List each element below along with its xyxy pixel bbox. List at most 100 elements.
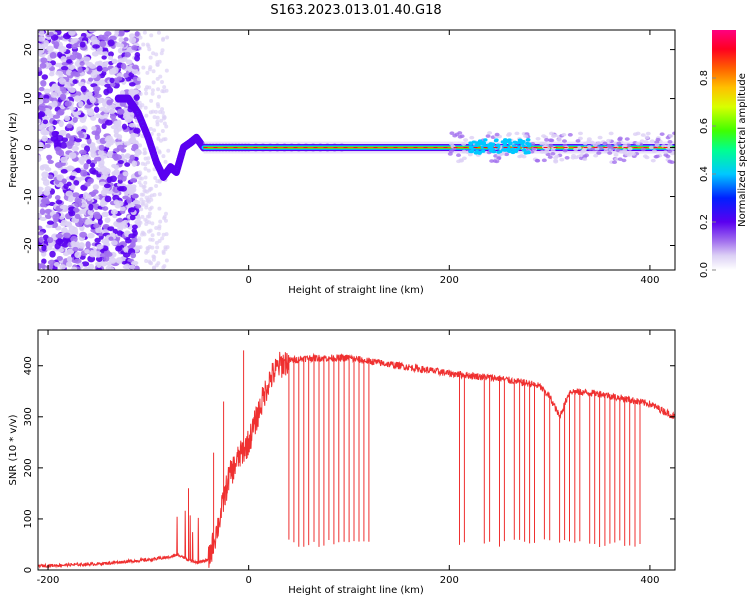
- spectrogram-noise-cell: [58, 149, 65, 157]
- spectrogram-noise-cell: [88, 30, 97, 33]
- spectrogram-noise-cell: [80, 85, 87, 93]
- spectrogram-noise-cell: [58, 86, 67, 92]
- spectrogram-smear-cell: [459, 134, 465, 138]
- spectrogram-noise-cell: [69, 54, 77, 61]
- spectrogram-smear-core: [489, 146, 495, 150]
- spectrogram-smear-cell: [559, 157, 565, 162]
- spectrogram-noise-cell: [130, 252, 137, 259]
- spectrogram-noise-cell: [65, 261, 72, 267]
- spectrogram-noise-cell: [59, 93, 67, 101]
- spectrogram-noise-cell: [46, 45, 54, 52]
- spectrogram-noise-cell: [53, 139, 59, 145]
- spectrogram-noise-cell: [139, 192, 144, 197]
- spectrogram-noise-cell: [91, 130, 99, 136]
- spectrogram-noise-cell: [145, 85, 150, 90]
- spectrogram-xtick-label: 400: [640, 275, 659, 286]
- spectrogram-noise-cell: [41, 135, 48, 142]
- spectrogram-noise-cell: [116, 76, 123, 81]
- spectrogram-noise-cell: [88, 203, 94, 211]
- spectrogram-smear-cell: [667, 149, 673, 154]
- spectrogram-smear-cell: [654, 154, 660, 159]
- spectrogram-smear-cell: [672, 131, 675, 136]
- spectrogram-noise-cell: [86, 137, 92, 145]
- spectrogram-smear-core: [512, 140, 518, 144]
- spectrogram-smear-cell: [461, 142, 467, 146]
- spectrogram-noise-cell: [64, 100, 72, 107]
- spectrogram-noise-cell: [128, 72, 135, 78]
- spectrogram-smear-cell: [463, 138, 469, 142]
- spectrogram-noise-cell: [161, 114, 166, 119]
- spectrogram-noise-cell: [90, 145, 97, 153]
- spectrogram-noise-cell: [55, 233, 64, 239]
- spectrogram-noise-cell: [68, 225, 76, 233]
- spectrogram-noise-cell: [157, 192, 162, 197]
- spectrogram-noise-cell: [61, 178, 67, 184]
- spectrogram-smear-cell: [649, 139, 655, 143]
- spectrogram-smear-cell: [597, 135, 603, 140]
- spectrogram-noise-cell: [78, 149, 87, 155]
- spectrogram-noise-cell: [38, 36, 46, 42]
- colorbar-tick-label: 0.0: [699, 262, 710, 278]
- spectrogram-noise-cell: [78, 81, 86, 87]
- spectrogram-noise-cell: [71, 43, 78, 50]
- colorbar-gradient: [712, 30, 736, 270]
- spectrogram-noise-cell: [59, 141, 68, 149]
- spectrogram-noise-cell: [119, 206, 126, 212]
- spectrogram-noise-cell: [144, 189, 149, 194]
- snr-xtick-label: 0: [245, 575, 251, 586]
- spectrogram-smear-core: [468, 149, 473, 154]
- snr-ylabel: SNR (10 * v/v): [8, 414, 19, 485]
- spectrogram-smear-cell: [589, 140, 595, 145]
- spectrogram-noise-cell: [79, 41, 86, 48]
- spectrogram-noise-cell: [126, 197, 132, 204]
- spectrogram-noise-cell: [164, 124, 169, 129]
- spectrogram-noise-cell: [92, 184, 100, 190]
- spectrogram-noise-cell: [39, 45, 46, 52]
- spectrogram-noise-cell: [41, 251, 47, 257]
- spectrogram-noise-cell: [55, 238, 64, 245]
- spectrogram-noise-cell: [66, 142, 73, 150]
- spectrogram-noise-cell: [48, 125, 54, 132]
- spectrogram-noise-cell: [69, 183, 76, 191]
- spectrogram-noise-cell: [127, 188, 135, 196]
- spectrogram-noise-cell: [154, 226, 159, 231]
- spectrogram-smear-core: [526, 138, 531, 142]
- spectrogram-noise-cell: [141, 185, 146, 190]
- spectrogram-smear-cell: [547, 155, 553, 159]
- spectrogram-smear-core: [510, 147, 515, 151]
- spectrogram-noise-cell: [73, 179, 80, 186]
- spectrogram-smear-core: [521, 144, 526, 148]
- spectrogram-smear-core: [497, 150, 503, 154]
- spectrogram-smear-cell: [632, 132, 638, 137]
- spectrogram-noise-cell: [131, 64, 139, 70]
- spectrogram-noise-cell: [68, 87, 76, 93]
- spectrogram-noise-cell: [157, 150, 162, 155]
- spectrogram-noise-cell: [41, 74, 49, 80]
- spectrogram-noise-cell: [162, 264, 167, 269]
- spectrogram-noise-cell: [68, 152, 77, 159]
- spectrogram-xtick-label: 0: [245, 275, 251, 286]
- spectrogram-smear-cell: [487, 131, 493, 135]
- spectrogram-noise-cell: [79, 60, 85, 66]
- spectrogram-smear-cell: [603, 146, 609, 151]
- spectrogram-noise-cell: [130, 241, 136, 248]
- colorbar-tick-label: 0.2: [699, 214, 710, 230]
- spectrogram-smear-cell: [449, 131, 455, 136]
- spectrogram-noise-cell: [150, 221, 155, 226]
- spectrogram-ytick-label: -10: [23, 188, 34, 204]
- spectrogram-smear-cell: [553, 155, 559, 160]
- spectrogram-noise-cell: [59, 264, 67, 270]
- spectrogram-smear-cell: [577, 131, 583, 136]
- spectrogram-noise-cell: [99, 252, 108, 258]
- spectrogram-noise-cell: [54, 261, 61, 267]
- spectrogram-noise-cell: [103, 88, 110, 96]
- spectrogram-noise-cell: [78, 133, 85, 139]
- spectrogram-smear-cell: [596, 151, 602, 155]
- spectrogram-noise-cell: [84, 182, 91, 187]
- spectrogram-noise-cell: [138, 91, 143, 96]
- spectrogram-noise-cell: [51, 100, 58, 108]
- spectrogram-smear-cell: [582, 157, 588, 162]
- spectrogram-noise-cell: [111, 240, 118, 246]
- spectrogram-noise-cell: [50, 92, 58, 98]
- spectrogram-noise-cell: [107, 226, 115, 232]
